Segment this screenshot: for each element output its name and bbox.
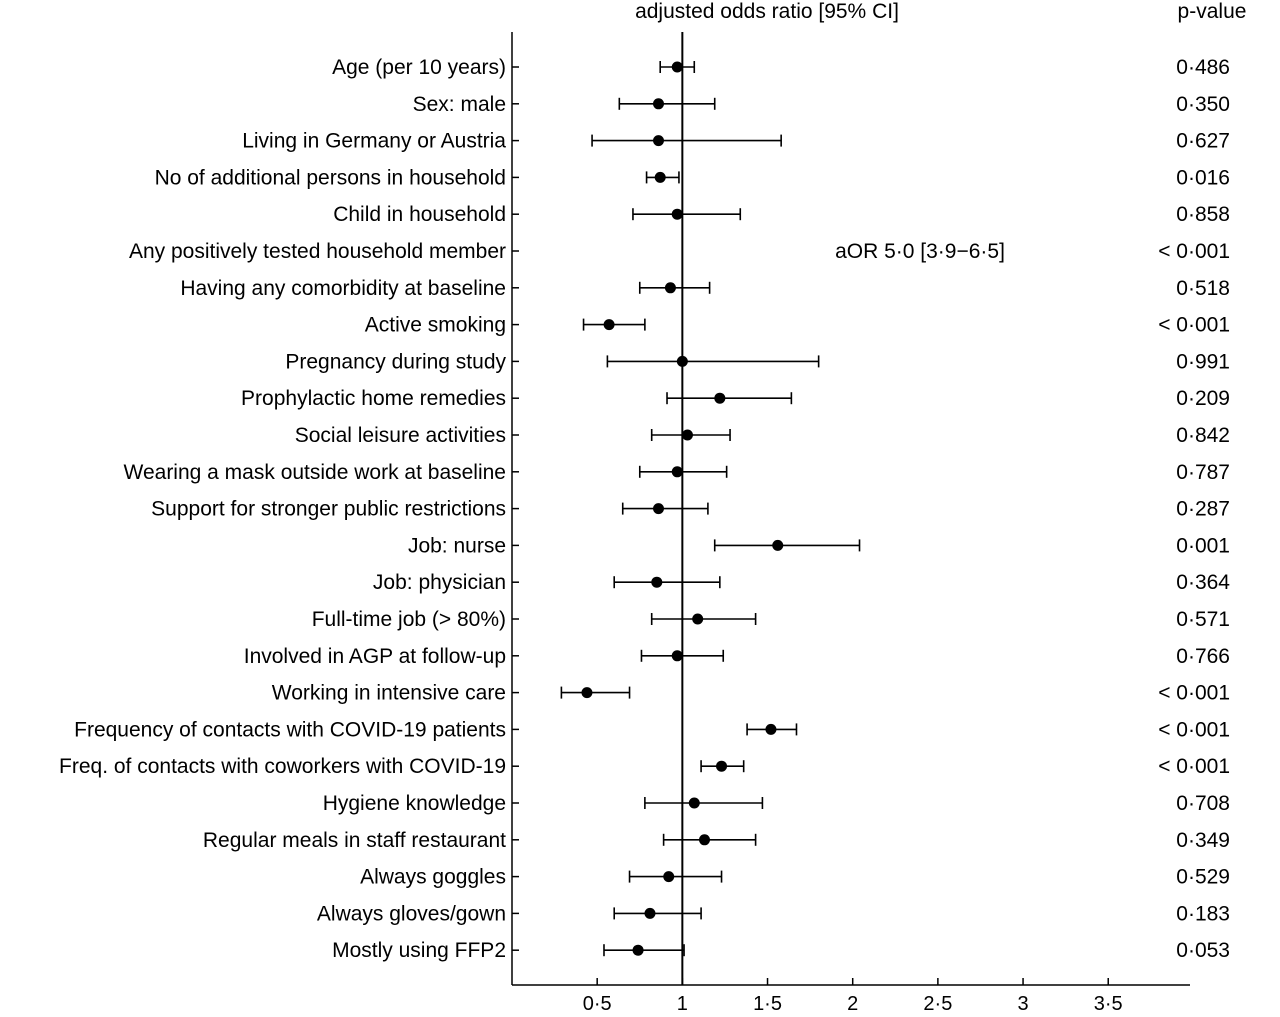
p-value: < 0·001 [1158, 718, 1230, 741]
row-label: Always gloves/gown [317, 902, 506, 925]
row-label: Living in Germany or Austria [242, 130, 506, 153]
point-estimate [654, 171, 666, 183]
x-tick-label: 2·5 [923, 993, 952, 1015]
point-estimate [653, 503, 665, 515]
point-estimate [676, 355, 688, 367]
row-label: Hygiene knowledge [323, 792, 506, 815]
p-value: 0·001 [1176, 534, 1230, 557]
rows: Age (per 10 years) 0·486 Sex: male 0·350 Liv… [59, 56, 1230, 962]
p-value: < 0·001 [1158, 240, 1230, 263]
point-estimate [714, 392, 726, 404]
point-estimate [671, 61, 683, 73]
p-value: 0·766 [1176, 645, 1230, 668]
point-estimate [653, 98, 665, 110]
p-value: 0·571 [1176, 608, 1230, 631]
p-value: 0·518 [1176, 277, 1230, 300]
row-label: Support for stronger public restrictions [151, 498, 506, 521]
x-tick-label: 3·5 [1094, 993, 1123, 1015]
p-value: 0·486 [1176, 56, 1230, 79]
point-estimate [671, 650, 683, 662]
row-label: Wearing a mask outside work at baseline [124, 461, 506, 484]
p-value: 0·858 [1176, 203, 1230, 226]
p-value: 0·183 [1176, 902, 1230, 925]
p-value: 0·991 [1176, 350, 1230, 373]
p-value: 0·209 [1176, 387, 1230, 410]
row-label: Sex: male [413, 93, 506, 116]
x-tick-label: 1·5 [753, 993, 782, 1015]
aor-annotation: aOR 5·0 [3·9−6·5] [835, 240, 1005, 263]
row-label: Frequency of contacts with COVID-19 pati… [74, 718, 506, 741]
p-value: 0·053 [1176, 939, 1230, 962]
p-value: 0·627 [1176, 130, 1230, 153]
row-label: Always goggles [360, 866, 506, 889]
point-estimate [581, 687, 593, 699]
axes: 0·5 1 1·5 2 2·5 3 3·5 [511, 32, 1190, 1015]
x-tick-label: 2 [847, 993, 858, 1015]
point-estimate [692, 613, 704, 625]
p-value: 0·349 [1176, 829, 1230, 852]
p-value: 0·350 [1176, 93, 1230, 116]
x-tick-label: 0·5 [583, 993, 612, 1015]
p-value: 0·787 [1176, 461, 1230, 484]
row-label: Having any comorbidity at baseline [180, 277, 506, 300]
row-label: Working in intensive care [272, 682, 506, 705]
point-estimate [644, 907, 656, 919]
point-estimate [651, 576, 663, 588]
chart-title: adjusted odds ratio [95% CI] [635, 0, 899, 23]
p-value: 0·287 [1176, 498, 1230, 521]
point-estimate [772, 539, 784, 551]
p-value: < 0·001 [1158, 755, 1230, 778]
p-value: 0·842 [1176, 424, 1230, 447]
p-value: < 0·001 [1158, 314, 1230, 337]
row-label: Freq. of contacts with coworkers with CO… [59, 755, 506, 778]
row-label: Mostly using FFP2 [332, 939, 506, 962]
point-estimate [664, 282, 676, 294]
pvalue-header: p-value [1178, 0, 1247, 23]
x-tick-label: 3 [1017, 993, 1028, 1015]
p-value: < 0·001 [1158, 682, 1230, 705]
point-estimate [671, 208, 683, 220]
point-estimate [688, 797, 700, 809]
p-value: 0·529 [1176, 866, 1230, 889]
row-label: Child in household [333, 203, 506, 226]
row-label: Job: physician [373, 571, 506, 594]
row-label: Age (per 10 years) [332, 56, 506, 79]
point-estimate [716, 760, 728, 772]
row-label: Full-time job (> 80%) [312, 608, 506, 631]
row-label: Regular meals in staff restaurant [203, 829, 506, 852]
point-estimate [671, 466, 683, 478]
row-label: No of additional persons in household [155, 166, 506, 189]
point-estimate [603, 319, 615, 331]
point-estimate [663, 871, 675, 883]
x-tick-label: 1 [677, 993, 688, 1015]
row-label: Job: nurse [408, 534, 506, 557]
row-label: Prophylactic home remedies [241, 387, 506, 410]
point-estimate [765, 723, 777, 735]
row-label: Involved in AGP at follow-up [244, 645, 506, 668]
p-value: 0·364 [1176, 571, 1230, 594]
p-value: 0·016 [1176, 166, 1230, 189]
point-estimate [653, 135, 665, 147]
row-label: Any positively tested household member [129, 240, 506, 263]
point-estimate [681, 429, 693, 441]
row-label: Active smoking [365, 314, 506, 337]
row-label: Social leisure activities [295, 424, 506, 447]
row-label: Pregnancy during study [285, 350, 506, 373]
p-value: 0·708 [1176, 792, 1230, 815]
point-estimate [698, 834, 710, 846]
point-estimate [632, 944, 644, 956]
